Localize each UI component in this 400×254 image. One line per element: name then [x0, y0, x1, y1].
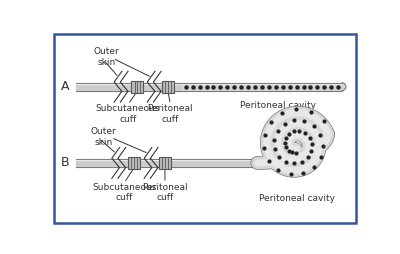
Text: Peritoneal cavity: Peritoneal cavity [259, 194, 335, 203]
Text: Peritoneal cavity: Peritoneal cavity [240, 101, 316, 110]
Text: Subcutaneous
cuff: Subcutaneous cuff [96, 104, 160, 124]
Text: Peritoneal
cuff: Peritoneal cuff [148, 104, 193, 124]
Bar [159, 157, 171, 169]
Text: B: B [60, 156, 69, 169]
FancyBboxPatch shape [54, 34, 356, 223]
Text: Outer
skin: Outer skin [94, 47, 119, 67]
Text: Outer
skin: Outer skin [90, 128, 116, 147]
Text: Peritoneal
cuff: Peritoneal cuff [142, 183, 188, 202]
Text: Subcutaneous
cuff: Subcutaneous cuff [92, 183, 156, 202]
Bar [162, 81, 174, 93]
Polygon shape [342, 83, 346, 90]
Bar [128, 157, 140, 169]
Bar [131, 81, 143, 93]
Text: A: A [61, 80, 69, 93]
